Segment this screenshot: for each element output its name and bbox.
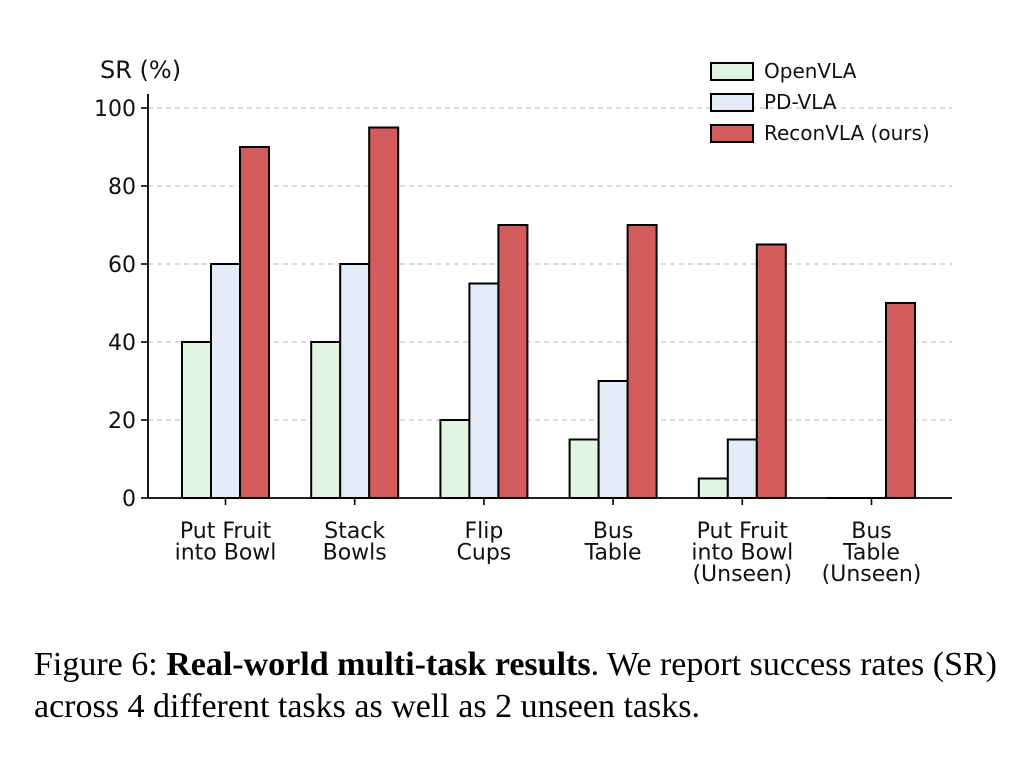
x-tick-label: Put Fruit xyxy=(697,519,789,544)
figure-caption: Figure 6: Real-world multi-task results.… xyxy=(34,644,1004,728)
legend-swatch xyxy=(710,124,754,143)
bar-pd-vla xyxy=(726,438,758,499)
x-tick-label: (Unseen) xyxy=(692,562,792,587)
x-tick-label: Table xyxy=(584,541,642,566)
y-tick-label: 100 xyxy=(94,97,136,122)
bar-openvla xyxy=(439,419,471,499)
bar-pd-vla xyxy=(597,380,629,499)
x-tick-label: Stack xyxy=(324,519,385,544)
bar-reconvla-ours xyxy=(497,224,529,499)
bars xyxy=(181,126,916,500)
x-tick-label: Table xyxy=(842,541,900,566)
y-tick-label: 40 xyxy=(108,331,136,356)
x-tick-label: (Unseen) xyxy=(822,562,922,587)
bar-openvla xyxy=(181,341,212,499)
legend-swatch xyxy=(710,62,754,81)
legend-label: PD-VLA xyxy=(764,90,837,114)
y-axis-label: SR (%) xyxy=(100,56,181,84)
caption-bold: Real-world multi-task results xyxy=(166,646,591,683)
y-tick-label: 0 xyxy=(122,487,136,512)
legend: OpenVLA PD-VLA ReconVLA (ours) xyxy=(710,59,930,145)
y-tick-label: 20 xyxy=(108,409,136,434)
bar-reconvla-ours xyxy=(368,126,400,499)
axes: 0 20 40 60 80 100 xyxy=(94,94,952,512)
gridlines xyxy=(148,107,952,421)
x-tick-label: Bus xyxy=(593,519,634,544)
bar-openvla xyxy=(568,438,600,499)
bar-pd-vla xyxy=(339,263,371,499)
y-tick-label: 80 xyxy=(108,175,136,200)
y-tick-label: 60 xyxy=(108,253,136,278)
bar-openvla xyxy=(697,477,729,499)
bar-pd-vla xyxy=(210,263,241,499)
x-tick-label: Bowls xyxy=(323,541,387,566)
bar-reconvla-ours xyxy=(239,146,270,499)
legend-label: OpenVLA xyxy=(764,59,857,83)
x-tick-label: into Bowl xyxy=(691,541,793,566)
caption-prefix: Figure 6: xyxy=(34,646,167,683)
x-tick-label: into Bowl xyxy=(175,541,277,566)
x-tick-label: Bus xyxy=(851,519,892,544)
x-tick-label: Cups xyxy=(457,541,512,566)
bar-reconvla-ours xyxy=(885,302,916,499)
x-tick-label: Flip xyxy=(464,519,503,544)
caption-rest: . We report success rates (SR) across 4 … xyxy=(34,646,997,725)
x-tick-label: Put Fruit xyxy=(180,519,272,544)
bar-reconvla-ours xyxy=(626,224,658,499)
bar-openvla xyxy=(310,341,342,499)
legend-swatch xyxy=(710,93,754,112)
bar-reconvla-ours xyxy=(755,243,787,499)
legend-label: ReconVLA (ours) xyxy=(764,121,930,145)
bar-pd-vla xyxy=(468,282,500,499)
